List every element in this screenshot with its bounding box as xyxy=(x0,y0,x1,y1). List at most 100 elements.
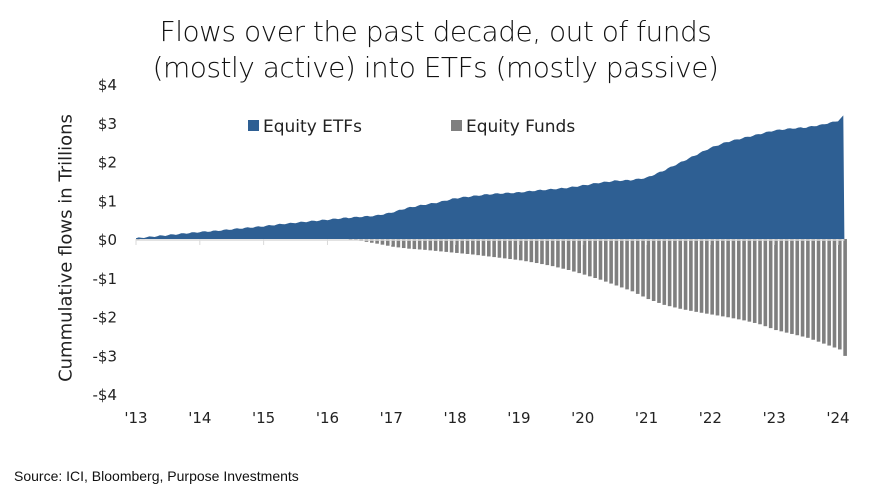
equity-funds-bar xyxy=(683,239,688,310)
equity-funds-bar xyxy=(534,239,539,264)
x-tick-label: '21 xyxy=(635,409,658,427)
equity-funds-bar xyxy=(832,239,837,348)
equity-funds-bar xyxy=(657,239,661,303)
equity-funds-bar xyxy=(726,239,730,318)
equity-funds-bar xyxy=(407,239,411,249)
equity-funds-bar xyxy=(518,239,523,261)
equity-funds-bar xyxy=(800,239,805,337)
legend-swatch xyxy=(451,120,462,131)
equity-funds-bar xyxy=(423,239,427,250)
equity-funds-bar xyxy=(433,239,438,251)
equity-funds-bar xyxy=(561,239,566,269)
x-tick-label: '20 xyxy=(571,409,594,427)
equity-funds-bar xyxy=(370,239,374,243)
y-tick-label: $4 xyxy=(98,76,117,94)
x-tick-label: '23 xyxy=(763,409,786,427)
equity-funds-bar xyxy=(790,239,794,334)
equity-funds-bar xyxy=(401,239,406,249)
equity-funds-bar xyxy=(497,239,502,258)
axes: '13 '14 '15 '16 '17 '18 '19 '20 '21 '22 '23 '24 $4 $3… xyxy=(93,76,850,427)
equity-funds-bar xyxy=(630,239,635,292)
equity-funds-bar xyxy=(742,239,746,321)
equity-funds-bar xyxy=(566,239,571,270)
y-tick-label: $0 xyxy=(98,231,117,249)
x-tick-label: '18 xyxy=(443,409,466,427)
equity-funds-bar xyxy=(715,239,720,316)
chart-title-line-1: Flows over the past decade, out of funds xyxy=(159,15,712,48)
x-tick-label: '15 xyxy=(252,409,275,427)
equity-funds-bar xyxy=(502,239,507,259)
equity-funds-bar xyxy=(694,239,699,312)
x-tick-label: '24 xyxy=(826,409,849,427)
equity-funds-bar xyxy=(689,239,693,311)
equity-funds-bar xyxy=(460,239,465,254)
y-tick-label: -$3 xyxy=(93,347,118,365)
equity-funds-bar xyxy=(572,239,576,272)
equity-funds-bar xyxy=(540,239,544,265)
equity-funds-bar xyxy=(417,239,422,250)
equity-funds-bar xyxy=(784,239,789,333)
equity-funds-bar xyxy=(604,239,608,282)
equity-funds-bar xyxy=(391,239,395,247)
equity-funds-bar xyxy=(455,239,459,253)
y-tick-label: $1 xyxy=(98,192,117,210)
equity-funds-bar xyxy=(651,239,656,301)
y-tick-label: -$1 xyxy=(93,270,118,288)
equity-funds-bar xyxy=(705,239,709,314)
equity-funds-bar xyxy=(380,239,385,245)
equity-funds-bar xyxy=(635,239,640,294)
equity-funds-bar xyxy=(385,239,390,246)
equity-funds-bar xyxy=(449,239,454,253)
equity-funds-bar xyxy=(678,239,683,309)
equity-funds-bar xyxy=(763,239,768,327)
equity-funds-bar xyxy=(614,239,619,286)
x-tick-label: '19 xyxy=(507,409,530,427)
equity-funds-bar xyxy=(795,239,800,336)
source-note: Source: ICI, Bloomberg, Purpose Investme… xyxy=(14,468,299,484)
equity-funds-bar xyxy=(747,239,752,322)
equity-funds-bar xyxy=(545,239,550,266)
equity-funds-bar xyxy=(471,239,475,255)
equity-funds-bar xyxy=(843,239,847,356)
equity-funds-bar xyxy=(550,239,555,267)
equity-funds-bar xyxy=(524,239,528,262)
x-tick-label: '13 xyxy=(124,409,147,427)
legend-swatch xyxy=(248,120,259,131)
equity-funds-bar xyxy=(838,239,842,350)
legend-label: Equity Funds xyxy=(466,117,575,137)
equity-funds-bar xyxy=(375,239,379,244)
equity-funds-bar xyxy=(822,239,826,344)
y-tick-label: -$4 xyxy=(93,386,118,404)
equity-funds-bar xyxy=(513,239,518,260)
y-tick-label: $3 xyxy=(98,115,117,133)
equity-funds-bar xyxy=(811,239,816,340)
y-tick-label: -$2 xyxy=(93,309,118,327)
y-tick-label: $2 xyxy=(98,154,117,172)
equity-funds-bar xyxy=(396,239,401,248)
equity-funds-bar xyxy=(758,239,762,325)
equity-funds-bar xyxy=(556,239,560,268)
x-tick-label: '22 xyxy=(699,409,722,427)
equity-funds-bar xyxy=(481,239,486,256)
chart-title: Flows over the past decade, out of funds… xyxy=(0,14,871,86)
equity-funds-bar xyxy=(529,239,534,263)
equity-funds-bar xyxy=(619,239,624,288)
equity-funds-bar xyxy=(779,239,784,332)
equity-funds-bar xyxy=(487,239,491,257)
equity-funds-bar xyxy=(593,239,597,279)
x-tick-label: '17 xyxy=(380,409,403,427)
equity-funds-bar xyxy=(577,239,582,274)
equity-funds-series xyxy=(136,231,847,356)
x-tick-label: '16 xyxy=(316,409,339,427)
equity-funds-bar xyxy=(774,239,778,331)
equity-funds-bar xyxy=(588,239,592,277)
equity-funds-bar xyxy=(667,239,672,307)
equity-funds-bar xyxy=(646,239,651,300)
equity-funds-bar xyxy=(673,239,677,308)
equity-funds-bar xyxy=(465,239,470,254)
equity-etfs-area xyxy=(136,115,845,239)
plot-area xyxy=(136,115,847,356)
equity-funds-bar xyxy=(731,239,736,319)
equity-funds-bar xyxy=(752,239,757,323)
